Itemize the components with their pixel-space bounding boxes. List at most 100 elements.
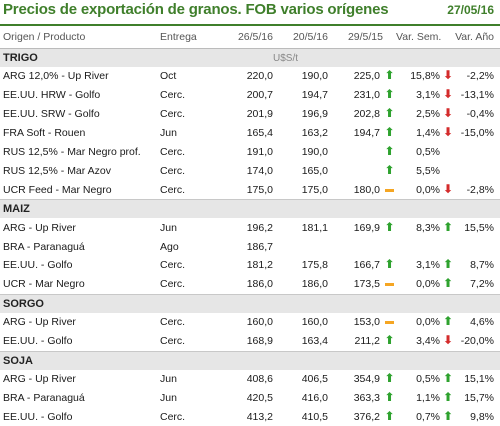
product-name: ARG - Up River [0, 218, 158, 237]
report-title: Precios de exportación de granos. FOB va… [3, 1, 388, 18]
var-anio: -2,2% [454, 67, 500, 86]
section-spacer [158, 49, 218, 68]
var-anio [454, 143, 500, 162]
column-header-row: Origen / Producto Entrega 26/5/16 20/5/1… [0, 26, 500, 49]
var-semana: 0,0% [396, 275, 442, 294]
var-semana: 0,5% [396, 370, 442, 389]
price-prev-week: 416,0 [273, 388, 328, 407]
price-current: 186,0 [218, 275, 273, 294]
price-prev-week: 196,9 [273, 105, 328, 124]
section-title: MAIZ [0, 200, 158, 219]
product-name: EE.UU. - Golfo [0, 407, 158, 426]
product-name: EE.UU. - Golfo [0, 332, 158, 351]
week-trend-indicator: ⬆ [442, 218, 454, 237]
price-current: 181,2 [218, 256, 273, 275]
week-trend-indicator: ⬆ [442, 313, 454, 332]
arrow-up-icon: ⬆ [384, 373, 394, 383]
section-spacer [218, 351, 273, 370]
arrow-up-icon: ⬆ [443, 278, 453, 288]
year-trend-indicator: ⬆ [383, 86, 396, 105]
product-name: EE.UU. HRW - Golfo [0, 86, 158, 105]
section-spacer [218, 49, 273, 68]
var-semana: 5,5% [396, 161, 442, 180]
week-trend-indicator: ⬆ [442, 256, 454, 275]
arrow-up-icon: ⬆ [384, 259, 394, 269]
year-trend-indicator: ⬆ [383, 67, 396, 86]
price-prev-week: 186,0 [273, 275, 328, 294]
price-current: 165,4 [218, 124, 273, 143]
section-spacer [454, 49, 500, 68]
price-prev-week: 165,0 [273, 161, 328, 180]
var-semana: 0,0% [396, 313, 442, 332]
var-anio: 15,5% [454, 218, 500, 237]
price-prev-year: 202,8 [328, 105, 383, 124]
section-title: SORGO [0, 294, 158, 313]
col-header-p3: 29/5/15 [328, 26, 383, 49]
arrow-down-icon: ⬇ [443, 184, 453, 194]
unit-label [273, 200, 328, 219]
section-spacer [328, 200, 383, 219]
price-current: 200,7 [218, 86, 273, 105]
section-header: MAIZ [0, 200, 500, 219]
report-date: 27/05/16 [447, 3, 494, 17]
col-header-origen: Origen / Producto [0, 26, 158, 49]
week-trend-indicator [442, 143, 454, 162]
price-prev-year: 153,0 [328, 313, 383, 332]
year-trend-indicator: ⬆ [383, 124, 396, 143]
year-trend-indicator: ⬆ [383, 105, 396, 124]
price-current: 191,0 [218, 143, 273, 162]
col-header-var-sem: Var. Sem. [396, 26, 442, 49]
year-trend-indicator: ⬆ [383, 218, 396, 237]
var-anio: 15,1% [454, 370, 500, 389]
price-prev-year: 173,5 [328, 275, 383, 294]
section-spacer [158, 200, 218, 219]
section-spacer [383, 351, 396, 370]
product-name: BRA - Paranaguá [0, 237, 158, 256]
arrow-up-icon: ⬆ [384, 108, 394, 118]
var-anio: 15,7% [454, 388, 500, 407]
arrow-up-icon: ⬆ [443, 222, 453, 232]
section-spacer [396, 351, 442, 370]
unit-label [273, 351, 328, 370]
col-header-p2: 20/5/16 [273, 26, 328, 49]
section-title: TRIGO [0, 49, 158, 68]
price-prev-year: 376,2 [328, 407, 383, 426]
var-semana: 15,8% [396, 67, 442, 86]
var-anio: 8,7% [454, 256, 500, 275]
week-trend-indicator: ⬇ [442, 86, 454, 105]
prices-table: Origen / Producto Entrega 26/5/16 20/5/1… [0, 26, 500, 426]
arrow-up-icon: ⬆ [384, 146, 394, 156]
var-anio: -15,0% [454, 124, 500, 143]
product-name: ARG - Up River [0, 370, 158, 389]
price-prev-week: 175,8 [273, 256, 328, 275]
price-prev-year: 180,0 [328, 180, 383, 199]
section-spacer [442, 294, 454, 313]
section-spacer [383, 294, 396, 313]
week-trend-indicator: ⬇ [442, 332, 454, 351]
delivery: Cerc. [158, 407, 218, 426]
section-spacer [383, 49, 396, 68]
delivery: Cerc. [158, 332, 218, 351]
var-anio [454, 237, 500, 256]
section-spacer [218, 200, 273, 219]
var-anio: 7,2% [454, 275, 500, 294]
price-current: 201,9 [218, 105, 273, 124]
arrow-up-icon: ⬆ [384, 411, 394, 421]
week-trend-indicator: ⬇ [442, 67, 454, 86]
price-current: 220,0 [218, 67, 273, 86]
arrow-down-icon: ⬇ [443, 127, 453, 137]
col-header-entrega: Entrega [158, 26, 218, 49]
delivery: Cerc. [158, 86, 218, 105]
product-name: RUS 12,5% - Mar Negro prof. [0, 143, 158, 162]
flat-dash-icon [385, 321, 394, 324]
price-prev-week: 190,0 [273, 67, 328, 86]
year-trend-indicator: ⬆ [383, 161, 396, 180]
price-prev-week: 406,5 [273, 370, 328, 389]
year-trend-indicator: ⬆ [383, 256, 396, 275]
arrow-up-icon: ⬆ [443, 411, 453, 421]
